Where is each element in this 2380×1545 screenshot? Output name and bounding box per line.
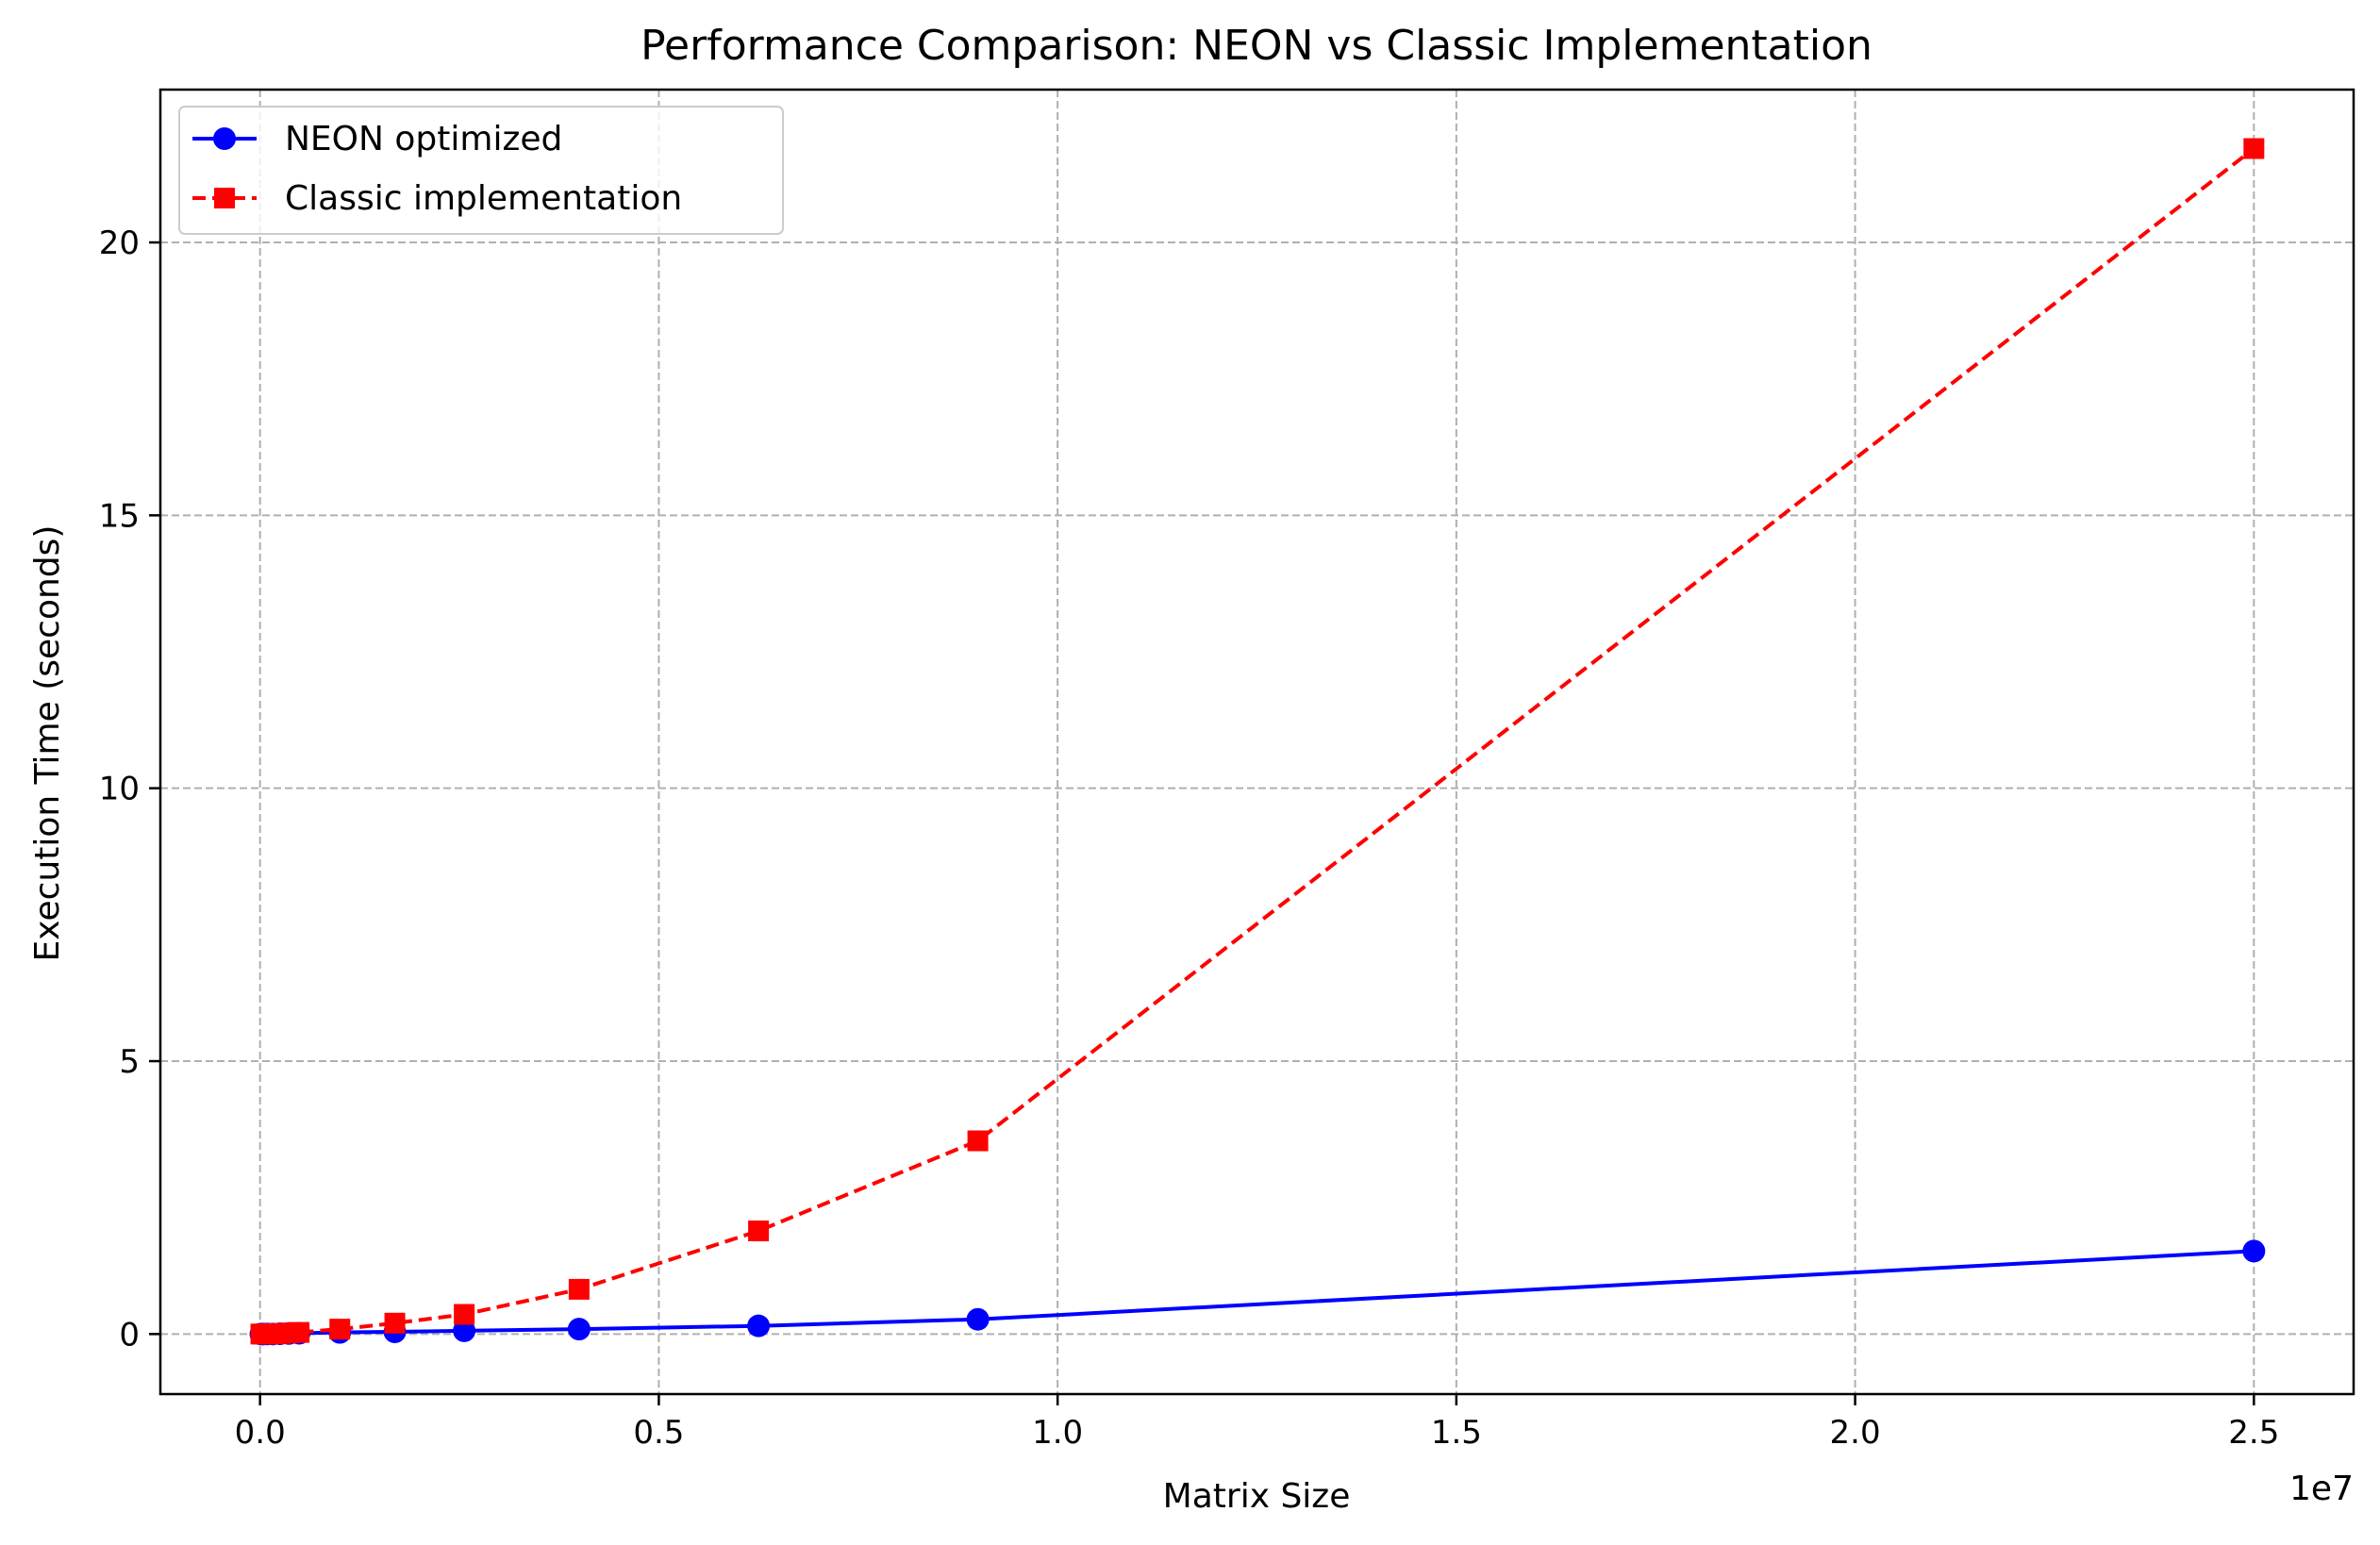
y-tick-label-3: 15 [99, 497, 140, 535]
series-1-point-6 [289, 1321, 310, 1343]
y-tick-label-0: 0 [119, 1316, 140, 1354]
x-tick-label-3: 1.5 [1431, 1414, 1482, 1452]
series-0-point-13 [2242, 1239, 2266, 1263]
chart-title: Performance Comparison: NEON vs Classic … [641, 22, 1872, 70]
legend-label-0: NEON optimized [285, 120, 562, 158]
y-tick-label-2: 10 [99, 771, 140, 808]
x-tick-label-5: 2.5 [2228, 1414, 2279, 1452]
legend-box [178, 106, 784, 235]
legend-marker-0 [213, 127, 236, 150]
grid [160, 90, 2354, 1394]
x-axis-offset-label: 1e7 [2289, 1470, 2354, 1508]
series-1-point-13 [2243, 138, 2265, 159]
y-axis-label: Execution Time (seconds) [28, 525, 67, 962]
series-1-point-7 [329, 1319, 351, 1340]
series-0-point-11 [747, 1314, 771, 1337]
plot-series [249, 138, 2266, 1346]
legend-marker-1 [214, 188, 235, 208]
plot-frame [158, 88, 2355, 1396]
y-tick-label-4: 20 [99, 224, 140, 262]
x-tick-label-0: 0.0 [235, 1414, 286, 1452]
axes: 0.0 0.5 1.0 1.5 2.0 2.5 0 5 10 15 20 [99, 88, 2355, 1452]
series-0-point-9 [453, 1319, 476, 1342]
series-0-point-12 [966, 1307, 990, 1331]
series-1-point-12 [967, 1130, 989, 1152]
x-tick-label-1: 0.5 [633, 1414, 684, 1452]
x-tick-label-4: 2.0 [1830, 1414, 1881, 1452]
series-1-point-8 [384, 1312, 406, 1334]
y-tick-label-1: 5 [119, 1043, 140, 1081]
x-axis-label: Matrix Size [1163, 1477, 1351, 1516]
series-1-point-9 [454, 1304, 475, 1325]
legend: NEON optimized Classic implementation [178, 106, 784, 235]
x-tick-label-2: 1.0 [1032, 1414, 1083, 1452]
series-0-point-10 [567, 1318, 591, 1341]
series-1-point-11 [748, 1220, 770, 1241]
legend-label-1: Classic implementation [285, 179, 682, 218]
series-1-point-10 [568, 1278, 590, 1300]
